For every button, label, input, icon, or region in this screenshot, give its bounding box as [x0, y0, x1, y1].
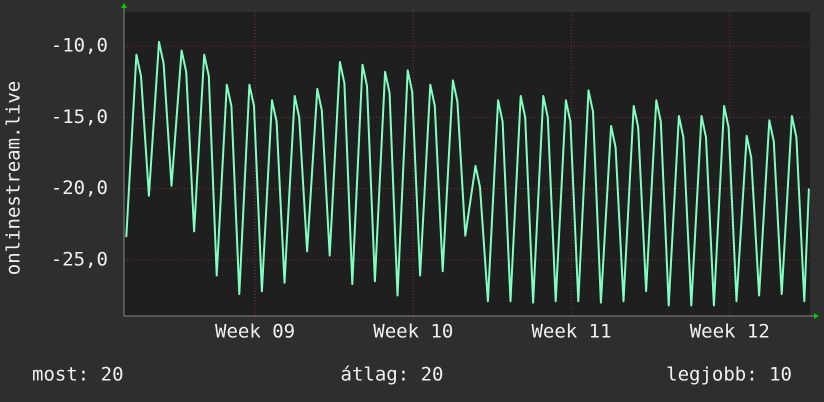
stat-max: legjobb: 10	[666, 364, 792, 386]
axis-arrow	[121, 3, 127, 8]
y-tick-label: -25,0	[51, 248, 108, 270]
x-tick-label: Week 11	[531, 321, 611, 343]
stat-average: átlag: 20	[341, 364, 444, 386]
y-tick-label: -15,0	[51, 106, 108, 128]
x-tick-label: Week 09	[215, 321, 295, 343]
y-tick-label: -10,0	[51, 35, 108, 57]
stat-current: most: 20	[32, 364, 124, 386]
data-line	[125, 40, 810, 307]
y-axis-label: onlinestream.live	[3, 81, 25, 275]
x-tick-label: Week 10	[373, 321, 453, 343]
x-tick-label: Week 12	[690, 321, 770, 343]
y-tick-label: -20,0	[51, 177, 108, 199]
axis-arrow	[814, 313, 819, 319]
